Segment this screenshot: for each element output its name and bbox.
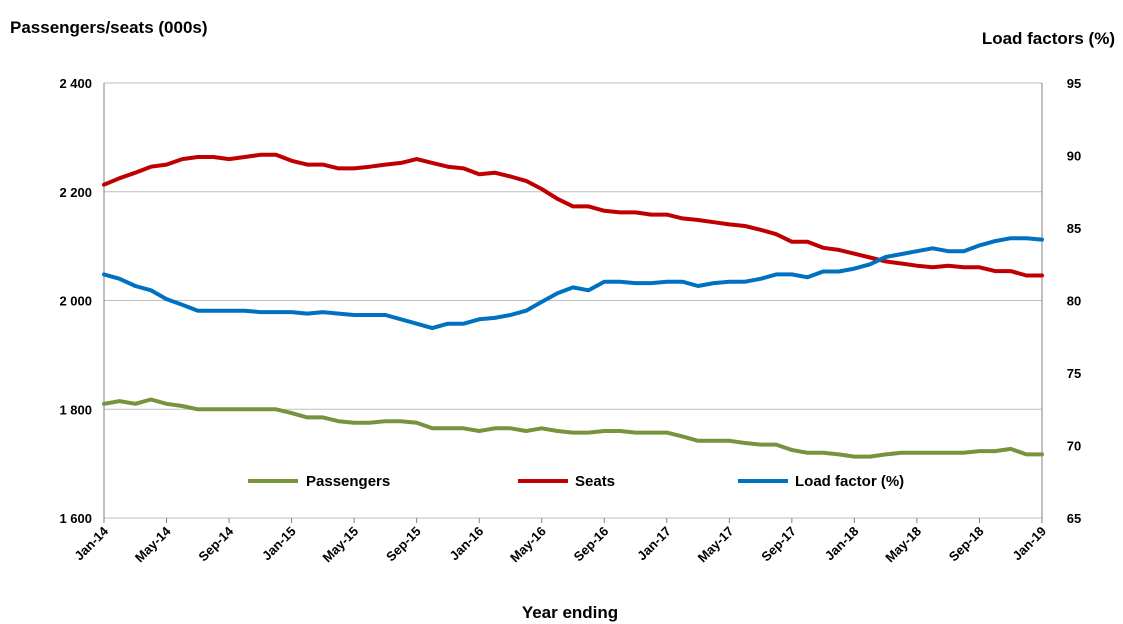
series-line-seats	[102, 152, 1044, 278]
x-axis-title: Year ending	[522, 603, 618, 622]
legend-label-load-factor: Load factor (%)	[795, 473, 904, 490]
x-tick-label: Sep-16	[571, 524, 612, 565]
legend: Passengers Seats Load factor (%)	[248, 473, 904, 490]
axes	[103, 83, 1043, 523]
y-right-tick-label: 90	[1067, 149, 1081, 164]
legend-label-passengers: Passengers	[306, 473, 390, 490]
y-right-tick-label: 95	[1067, 76, 1081, 91]
tick-labels: 2 400 2 200 2 000 1 800 1 600 95 90 85 80 75 70 65 J…	[59, 76, 1081, 565]
x-tick-label: Sep-15	[383, 524, 424, 565]
x-tick-label: Jan-19	[1009, 524, 1049, 564]
x-tick-label: Sep-17	[758, 524, 799, 565]
y-left-tick-label: 2 000	[59, 294, 92, 309]
y-right-tick-label: 70	[1067, 439, 1081, 454]
series-line-passengers	[102, 397, 1044, 459]
x-tick-label: May-15	[319, 524, 361, 566]
y-left-tick-label: 2 400	[59, 76, 92, 91]
x-tick-label: May-14	[132, 523, 174, 565]
x-tick-label: Jan-16	[447, 524, 487, 564]
x-tick-label: May-16	[507, 524, 549, 566]
y-right-tick-label: 85	[1067, 221, 1081, 236]
series-line-load-factor	[102, 236, 1044, 331]
y-left-tick-label: 1 800	[59, 402, 92, 417]
right-axis-title: Load factors (%)	[982, 29, 1115, 48]
y-right-tick-label: 80	[1067, 294, 1081, 309]
y-left-tick-label: 2 200	[59, 185, 92, 200]
x-tick-label: Sep-18	[946, 524, 987, 565]
x-tick-label: May-17	[695, 524, 737, 566]
x-tick-label: May-18	[882, 524, 924, 566]
x-tick-label: Jan-15	[259, 524, 299, 564]
x-tick-label: Jan-18	[822, 524, 862, 564]
left-axis-title: Passengers/seats (000s)	[10, 18, 208, 37]
series-layer	[102, 152, 1044, 459]
x-tick-label: Jan-17	[634, 524, 674, 564]
legend-label-seats: Seats	[575, 473, 615, 490]
y-left-tick-label: 1 600	[59, 511, 92, 526]
y-right-tick-label: 65	[1067, 511, 1081, 526]
x-tick-label: Sep-14	[195, 523, 236, 564]
y-right-tick-label: 75	[1067, 366, 1081, 381]
x-tick-label: Jan-14	[71, 523, 111, 563]
